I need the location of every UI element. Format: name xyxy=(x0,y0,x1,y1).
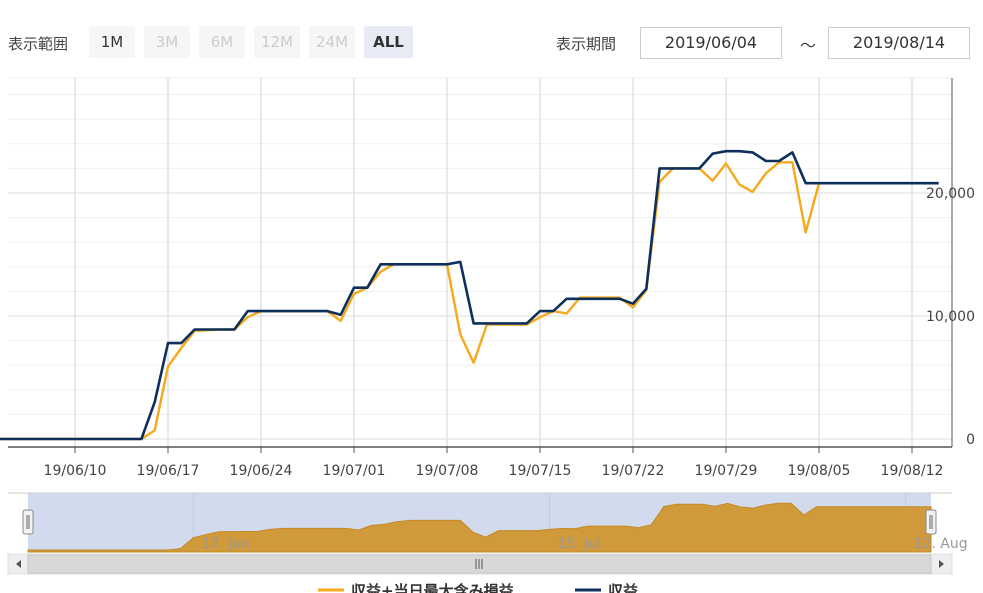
navigator-label: 15. Jul xyxy=(557,536,601,552)
y-tick-label: 20,000 xyxy=(926,186,975,202)
plot-background xyxy=(8,78,952,447)
x-tick-label: 19/07/08 xyxy=(416,463,479,479)
navigator-left-handle[interactable] xyxy=(22,509,34,535)
x-tick-label: 19/06/10 xyxy=(44,463,107,479)
x-tick-label: 19/08/05 xyxy=(788,463,851,479)
x-tick-label: 19/07/01 xyxy=(323,463,386,479)
navigator[interactable]: 17. Jun 15. Jul 12. Aug xyxy=(7,492,968,575)
end-date-input[interactable]: 2019/08/14 xyxy=(828,27,970,59)
x-tick-label: 19/06/17 xyxy=(137,463,200,479)
period-label: 表示期間 xyxy=(556,35,617,53)
navigator-area xyxy=(27,502,932,553)
legend[interactable]: 収益+当日最大含み損益 収益 xyxy=(318,582,638,593)
axes: 19/06/10 19/06/17 19/06/24 19/07/01 19/07/08… xyxy=(8,78,975,479)
navigator-label: 17. Jun xyxy=(201,536,250,552)
range-button-1m[interactable]: 1M xyxy=(89,26,135,58)
range-button-all[interactable]: ALL xyxy=(364,26,413,58)
range-button-3m[interactable]: 3M xyxy=(144,26,190,58)
x-tick-label: 19/06/24 xyxy=(230,463,293,479)
range-toolbar: 表示範囲 1M 3M 6M 12M 24M ALL 表示期間 2019/06/0… xyxy=(0,0,983,70)
legend-item-income-plus-unrealized[interactable]: 収益+当日最大含み損益 xyxy=(351,582,514,593)
y-tick-label: 10,000 xyxy=(926,309,975,325)
y-tick-label: 0 xyxy=(966,432,975,448)
series-group xyxy=(0,149,939,441)
x-tick-label: 19/07/22 xyxy=(602,463,665,479)
x-tick-label: 19/08/12 xyxy=(881,463,944,479)
date-separator: ～ xyxy=(800,36,817,55)
scroll-left-icon[interactable] xyxy=(16,560,21,568)
grid-lines xyxy=(8,77,952,447)
x-tick-label: 19/07/15 xyxy=(509,463,572,479)
range-button-12m[interactable]: 12M xyxy=(254,26,300,58)
range-button-6m[interactable]: 6M xyxy=(199,26,245,58)
navigator-label: 12. Aug xyxy=(914,536,968,552)
range-button-24m[interactable]: 24M xyxy=(309,26,355,58)
navigator-right-handle[interactable] xyxy=(925,509,937,535)
x-tick-label: 19/07/29 xyxy=(695,463,758,479)
scroll-right-icon[interactable] xyxy=(939,560,944,568)
series-line-income xyxy=(0,149,939,441)
legend-item-income[interactable]: 収益 xyxy=(608,582,638,593)
start-date-input[interactable]: 2019/06/04 xyxy=(640,27,782,59)
range-label: 表示範囲 xyxy=(8,35,69,53)
